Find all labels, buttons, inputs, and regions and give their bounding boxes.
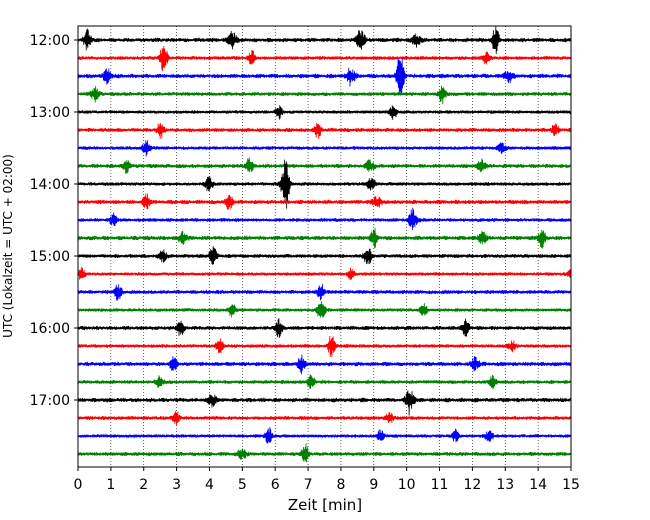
x-tick-label: 15 xyxy=(562,477,580,493)
trace-1700 xyxy=(77,390,572,416)
trace-1230 xyxy=(77,57,572,95)
x-tick-label: 10 xyxy=(398,477,416,493)
y-tick-label: 14:00 xyxy=(30,177,70,193)
y-tick-label: 17:00 xyxy=(30,393,70,409)
trace-1445 xyxy=(77,227,572,249)
x-tick-label: 7 xyxy=(304,477,313,493)
trace-1745 xyxy=(77,443,572,463)
trace-1345 xyxy=(77,157,572,174)
x-tick-label: 6 xyxy=(271,477,280,493)
y-tick-label: 12:00 xyxy=(30,33,70,49)
trace-1730 xyxy=(77,426,572,444)
y-axis-title: UTC (Lokalzeit = UTC + 02:00) xyxy=(1,154,15,338)
y-tick-label: 13:00 xyxy=(30,105,70,121)
trace-1630 xyxy=(77,354,572,375)
trace-1245 xyxy=(77,85,572,105)
x-tick-label: 5 xyxy=(238,477,247,493)
trace-1645 xyxy=(77,374,572,390)
x-tick-label: 14 xyxy=(529,477,547,493)
y-tick-label: 16:00 xyxy=(30,321,70,337)
x-tick-label: 11 xyxy=(431,477,449,493)
plot-frame xyxy=(77,25,572,468)
trace-1415 xyxy=(77,193,572,210)
trace-1200 xyxy=(77,26,572,54)
trace-1430 xyxy=(77,207,572,231)
x-tick-label: 4 xyxy=(205,477,214,493)
trace-1400 xyxy=(77,159,572,209)
trace-1600 xyxy=(77,318,572,338)
trace-1330 xyxy=(77,140,572,157)
trace-group xyxy=(77,26,572,463)
trace-1715 xyxy=(77,410,572,426)
trace-1315 xyxy=(77,122,572,139)
x-axis-title: Zeit [min] xyxy=(288,496,362,514)
trace-1615 xyxy=(77,335,572,357)
trace-1545 xyxy=(77,301,572,318)
trace-1215 xyxy=(77,46,572,72)
trace-1530 xyxy=(77,284,572,301)
x-tick-label: 3 xyxy=(172,477,181,493)
y-axis-ticks: 12:00 13:00 14:00 15:00 16:00 17:00 xyxy=(30,33,78,409)
trace-1515 xyxy=(77,266,572,281)
x-tick-label: 9 xyxy=(369,477,378,493)
trace-1300 xyxy=(77,105,572,120)
x-tick-label: 0 xyxy=(74,477,83,493)
y-tick-label: 15:00 xyxy=(30,249,70,265)
x-tick-label: 13 xyxy=(496,477,514,493)
x-tick-label: 8 xyxy=(336,477,345,493)
x-axis-ticks: 0 1 2 3 4 5 6 7 8 9 10 11 12 13 14 15 xyxy=(74,467,580,493)
trace-1500 xyxy=(77,246,572,265)
x-tick-label: 1 xyxy=(106,477,115,493)
x-tick-label: 12 xyxy=(463,477,481,493)
x-tick-label: 2 xyxy=(139,477,148,493)
